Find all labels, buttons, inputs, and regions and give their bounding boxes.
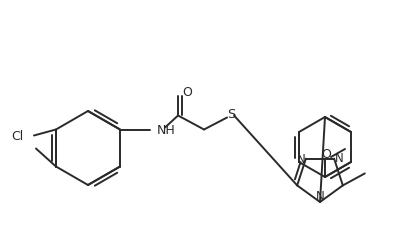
Text: Cl: Cl: [12, 130, 24, 143]
Text: O: O: [182, 86, 192, 99]
Text: N: N: [315, 191, 324, 203]
Text: O: O: [320, 148, 330, 160]
Text: N: N: [296, 153, 304, 166]
Text: NH: NH: [157, 124, 175, 137]
Text: S: S: [226, 108, 235, 121]
Text: N: N: [334, 152, 342, 165]
